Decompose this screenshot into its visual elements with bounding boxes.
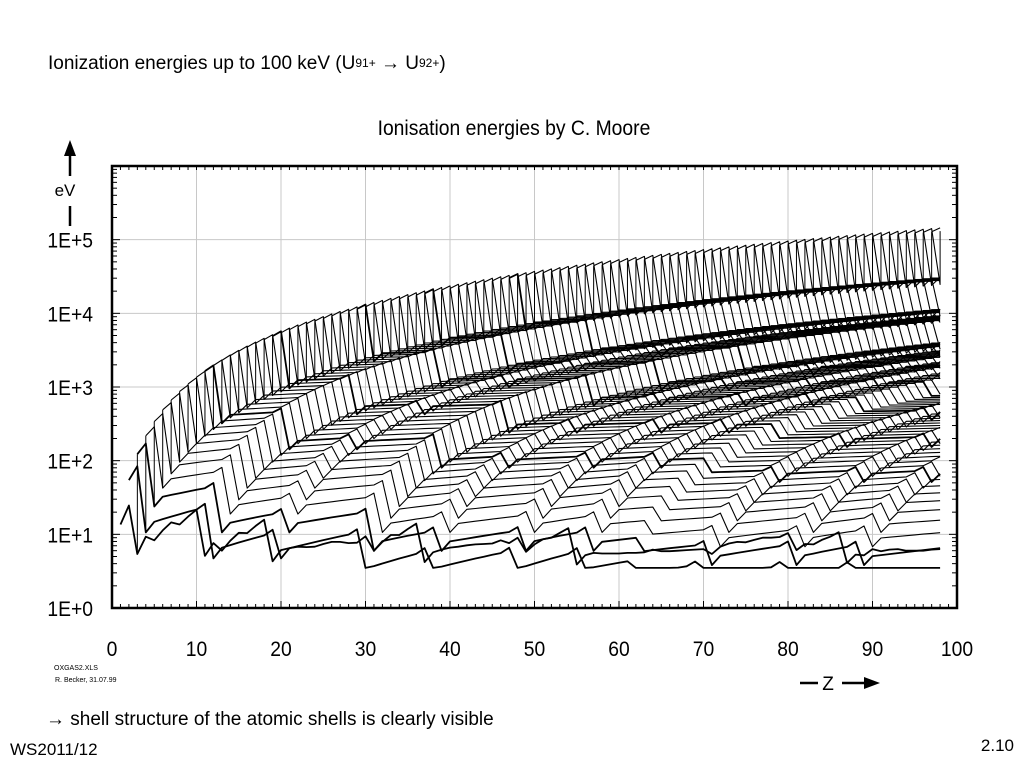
chart-tick-labels: 0 10 20 30 40 50 60 70 80 90 100 1E+1 1E+2 1E+3 1E+4 1E… xyxy=(47,230,973,661)
ionisation-curve xyxy=(762,242,941,326)
ionisation-curve xyxy=(119,504,941,566)
ionisation-curve xyxy=(551,267,941,369)
ionisation-curve xyxy=(365,301,941,419)
ionisation-curve xyxy=(289,324,941,442)
ionisation-curve xyxy=(162,402,941,522)
author-note: R. Becker, 31.07.99 xyxy=(55,677,117,684)
ionisation-curve xyxy=(145,426,941,548)
ionisation-curve xyxy=(415,290,941,399)
chart-title-wrap: Ionisation energies by C. Moore xyxy=(42,117,984,141)
ionisation-curve xyxy=(187,377,941,496)
page-number: 2.10 xyxy=(980,736,1014,755)
ionisation-curve xyxy=(323,313,941,431)
footer-course: WS2011/12 xyxy=(10,740,98,759)
chart-title: Ionisation energies by C. Moore xyxy=(377,117,651,140)
heading-sup-92: 92+ xyxy=(419,56,440,70)
ionisation-curve xyxy=(779,240,941,324)
ylabel-arrow-head xyxy=(64,140,76,156)
ionisation-curve xyxy=(272,330,941,448)
y-tick-label: 1E+3 xyxy=(47,377,93,400)
y-tick-label: 1E+5 xyxy=(47,230,93,253)
y-axis-label: eV xyxy=(55,181,76,200)
ionisation-curve xyxy=(931,227,941,233)
ionisation-curve xyxy=(475,279,941,382)
ionisation-curve xyxy=(644,254,941,357)
ionisation-curve xyxy=(922,228,941,285)
chart-curves xyxy=(119,227,941,569)
ionisation-curve xyxy=(179,384,941,503)
x-tick-label: 50 xyxy=(524,638,545,661)
x-axis-label: Z xyxy=(822,674,834,695)
x-tick-label: 80 xyxy=(777,638,798,661)
ionisation-curve xyxy=(863,232,941,291)
x-tick-label: 20 xyxy=(270,638,291,661)
y-tick-label: 1E+4 xyxy=(47,304,93,327)
x-tick-label: 90 xyxy=(862,638,883,661)
heading-close: ) xyxy=(439,53,446,74)
y-tick-label: 1E+2 xyxy=(47,451,93,474)
ionisation-curve xyxy=(441,285,941,388)
ionisation-curve xyxy=(753,242,941,327)
ionisation-curve xyxy=(246,341,941,459)
x-tick-label: 60 xyxy=(608,638,629,661)
heading-text: Ionization energies up to 100 keV (U xyxy=(48,53,356,74)
ionisation-curve xyxy=(897,230,941,288)
ionisation-curve xyxy=(576,263,941,366)
ionisation-curve xyxy=(542,268,941,371)
x-tick-label: 10 xyxy=(186,638,207,661)
caption: → shell structure of the atomic shells i… xyxy=(46,709,494,730)
ionisation-curve xyxy=(306,318,941,436)
x-tick-label: 30 xyxy=(355,638,376,661)
ionisation-curve xyxy=(213,359,941,477)
file-note: OXGAS2.XLS xyxy=(54,665,98,672)
ionisation-curve xyxy=(136,442,941,566)
x-tick-label: 100 xyxy=(941,638,973,661)
chart-ticks xyxy=(111,166,958,609)
ionisation-curve xyxy=(297,321,941,439)
ionisation-curve xyxy=(170,392,941,512)
y-tick-label: 1E+1 xyxy=(47,525,93,548)
ionisation-curve xyxy=(432,286,941,395)
ionisation-curve xyxy=(449,283,941,386)
ionisation-curve xyxy=(221,354,941,472)
xlabel-arrow-head xyxy=(864,677,880,689)
ionisation-curve xyxy=(424,288,941,397)
chart-axis-labels: eV Z xyxy=(55,140,880,695)
ionisation-curve xyxy=(331,310,941,428)
ionisation-curve xyxy=(255,337,941,455)
x-tick-label: 70 xyxy=(693,638,714,661)
ionisation-curve xyxy=(703,248,941,350)
ionisation-curve xyxy=(196,370,941,489)
x-tick-label: 0 xyxy=(107,638,118,661)
ionisation-curve xyxy=(238,345,941,463)
ionisation-curve xyxy=(153,413,941,533)
ionisation-curve xyxy=(458,282,941,385)
x-tick-label: 40 xyxy=(439,638,460,661)
ionisation-curve xyxy=(914,228,941,286)
ionisation-curve xyxy=(128,465,941,569)
slide-heading: Ionization energies up to 100 keV (U91+ … xyxy=(48,53,446,75)
heading-sup-91: 91+ xyxy=(355,56,376,70)
ionisation-curve xyxy=(204,364,941,483)
heading-arrow: → U xyxy=(375,53,419,74)
ionisation-curve xyxy=(906,229,941,287)
y-tick-label: 1E+0 xyxy=(47,598,93,621)
